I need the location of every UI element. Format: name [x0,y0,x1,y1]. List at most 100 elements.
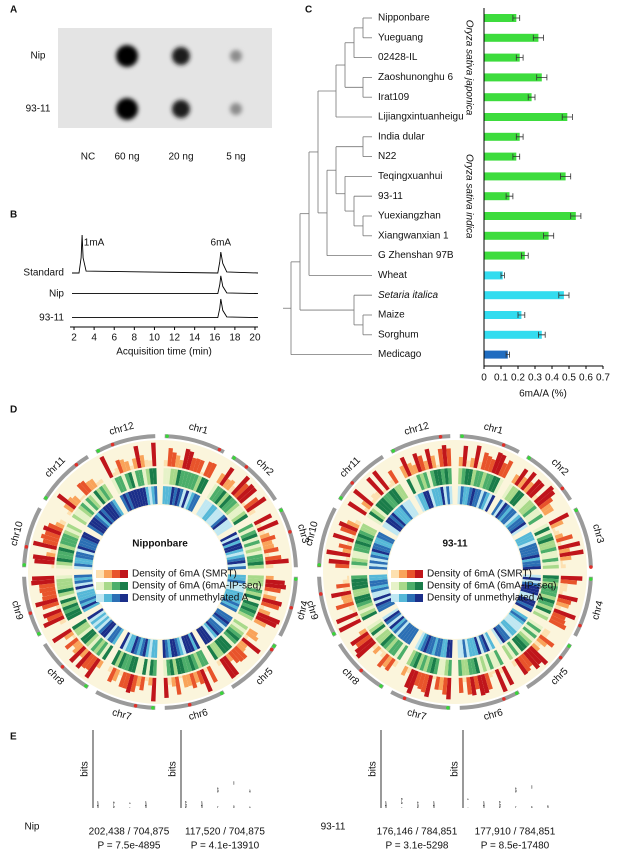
smrt-density [46,611,64,622]
smrt-density [228,485,236,494]
smrt-density [85,480,95,491]
ipseq-density [536,533,553,542]
unmethylated-density [78,593,97,602]
telomere [446,706,450,710]
sample-label: Nip [24,822,39,833]
unmethylated-density [187,633,198,651]
ipseq-density [87,635,102,650]
chromosome-label: chr6 [188,707,210,723]
smrt-density [55,604,61,610]
unmethylated-density [223,539,241,549]
unmethylated-density [227,576,246,581]
smrt-density [178,675,183,679]
ipseq-density [476,471,484,488]
smrt-density [446,677,452,700]
panel-label: D [10,405,17,416]
unmethylated-density [393,510,408,525]
smrt-density [32,540,58,550]
unmethylated-density [220,531,238,543]
unmethylated-density [518,595,536,605]
smrt-density [538,497,554,510]
ipseq-density [511,492,525,507]
ipseq-density [357,533,374,542]
smrt-density [163,677,169,698]
ipseq-density [542,564,559,569]
ipseq-density [57,584,74,591]
unmethylated-density [210,615,226,630]
smrt-density [480,673,490,694]
ipseq-density [351,561,368,566]
column-label: 60 ng [114,152,139,163]
unmethylated-density [373,542,392,551]
smrt-density [487,671,494,678]
unmethylated-density [154,486,158,505]
ipseq-density [539,593,556,601]
ipseq-density [464,659,470,676]
smrt-density [361,500,372,510]
smrt-density [247,508,256,516]
smrt-density [72,495,82,504]
ipseq-density [541,553,558,560]
smrt-density [228,650,240,664]
unmethylated-density [387,516,403,531]
smrt-density [473,675,480,690]
unmethylated-density [369,557,388,563]
ipseq-density [59,593,76,601]
smrt-density [192,671,200,684]
smrt-density [42,525,62,536]
unmethylated-density [521,551,540,558]
smrt-density [59,618,67,625]
unmethylated-density [226,586,245,593]
smrt-density [514,657,529,676]
ipseq-density [198,649,209,666]
smrt-density [203,461,214,477]
smrt-density [387,469,399,485]
ipseq-density [528,618,544,631]
ipseq-density [436,469,443,486]
ipseq-density [229,508,245,521]
error-bar [515,133,524,140]
blot-dot [172,100,190,118]
unmethylated-density [75,583,94,590]
smrt-density [548,618,567,631]
smrt-density [151,677,157,702]
unmethylated-density [508,519,525,532]
unmethylated-density [225,588,244,596]
unmethylated-density [227,560,246,565]
ipseq-density [370,508,386,521]
blot-dot [230,50,242,62]
error-bar [517,312,526,318]
unmethylated-density [493,500,506,517]
smrt-density [255,615,277,629]
unmethylated-density [225,548,244,556]
blot-dot [116,98,138,120]
ipseq-density [416,474,425,491]
smrt-density [139,455,146,468]
motif-pvalue: P = 7.5e-4895 [98,841,161,852]
ipseq-density [382,635,397,650]
unmethylated-density [215,610,232,623]
unmethylated-density [74,576,93,581]
chromosome-label: chr4 [590,599,606,621]
smrt-density [171,677,177,687]
unmethylated-density [185,634,195,652]
smrt-density [374,491,382,499]
smrt-density [525,648,542,665]
smrt-density [436,464,441,468]
ipseq-density [246,584,263,591]
smrt-density [338,618,362,633]
smrt-density [554,533,564,540]
centromere [60,665,65,669]
smrt-density [41,590,57,597]
smrt-density [182,674,189,688]
ipseq-density [206,483,219,499]
ipseq-density [493,478,504,495]
logo-letter: G [249,807,251,809]
unmethylated-density [505,615,521,630]
circos-center [93,505,227,639]
ipseq-density [57,587,74,594]
species-label: Setaria italica [378,290,438,301]
unmethylated-density [414,632,426,650]
ipseq-density [541,550,558,557]
smrt-density [64,637,79,650]
